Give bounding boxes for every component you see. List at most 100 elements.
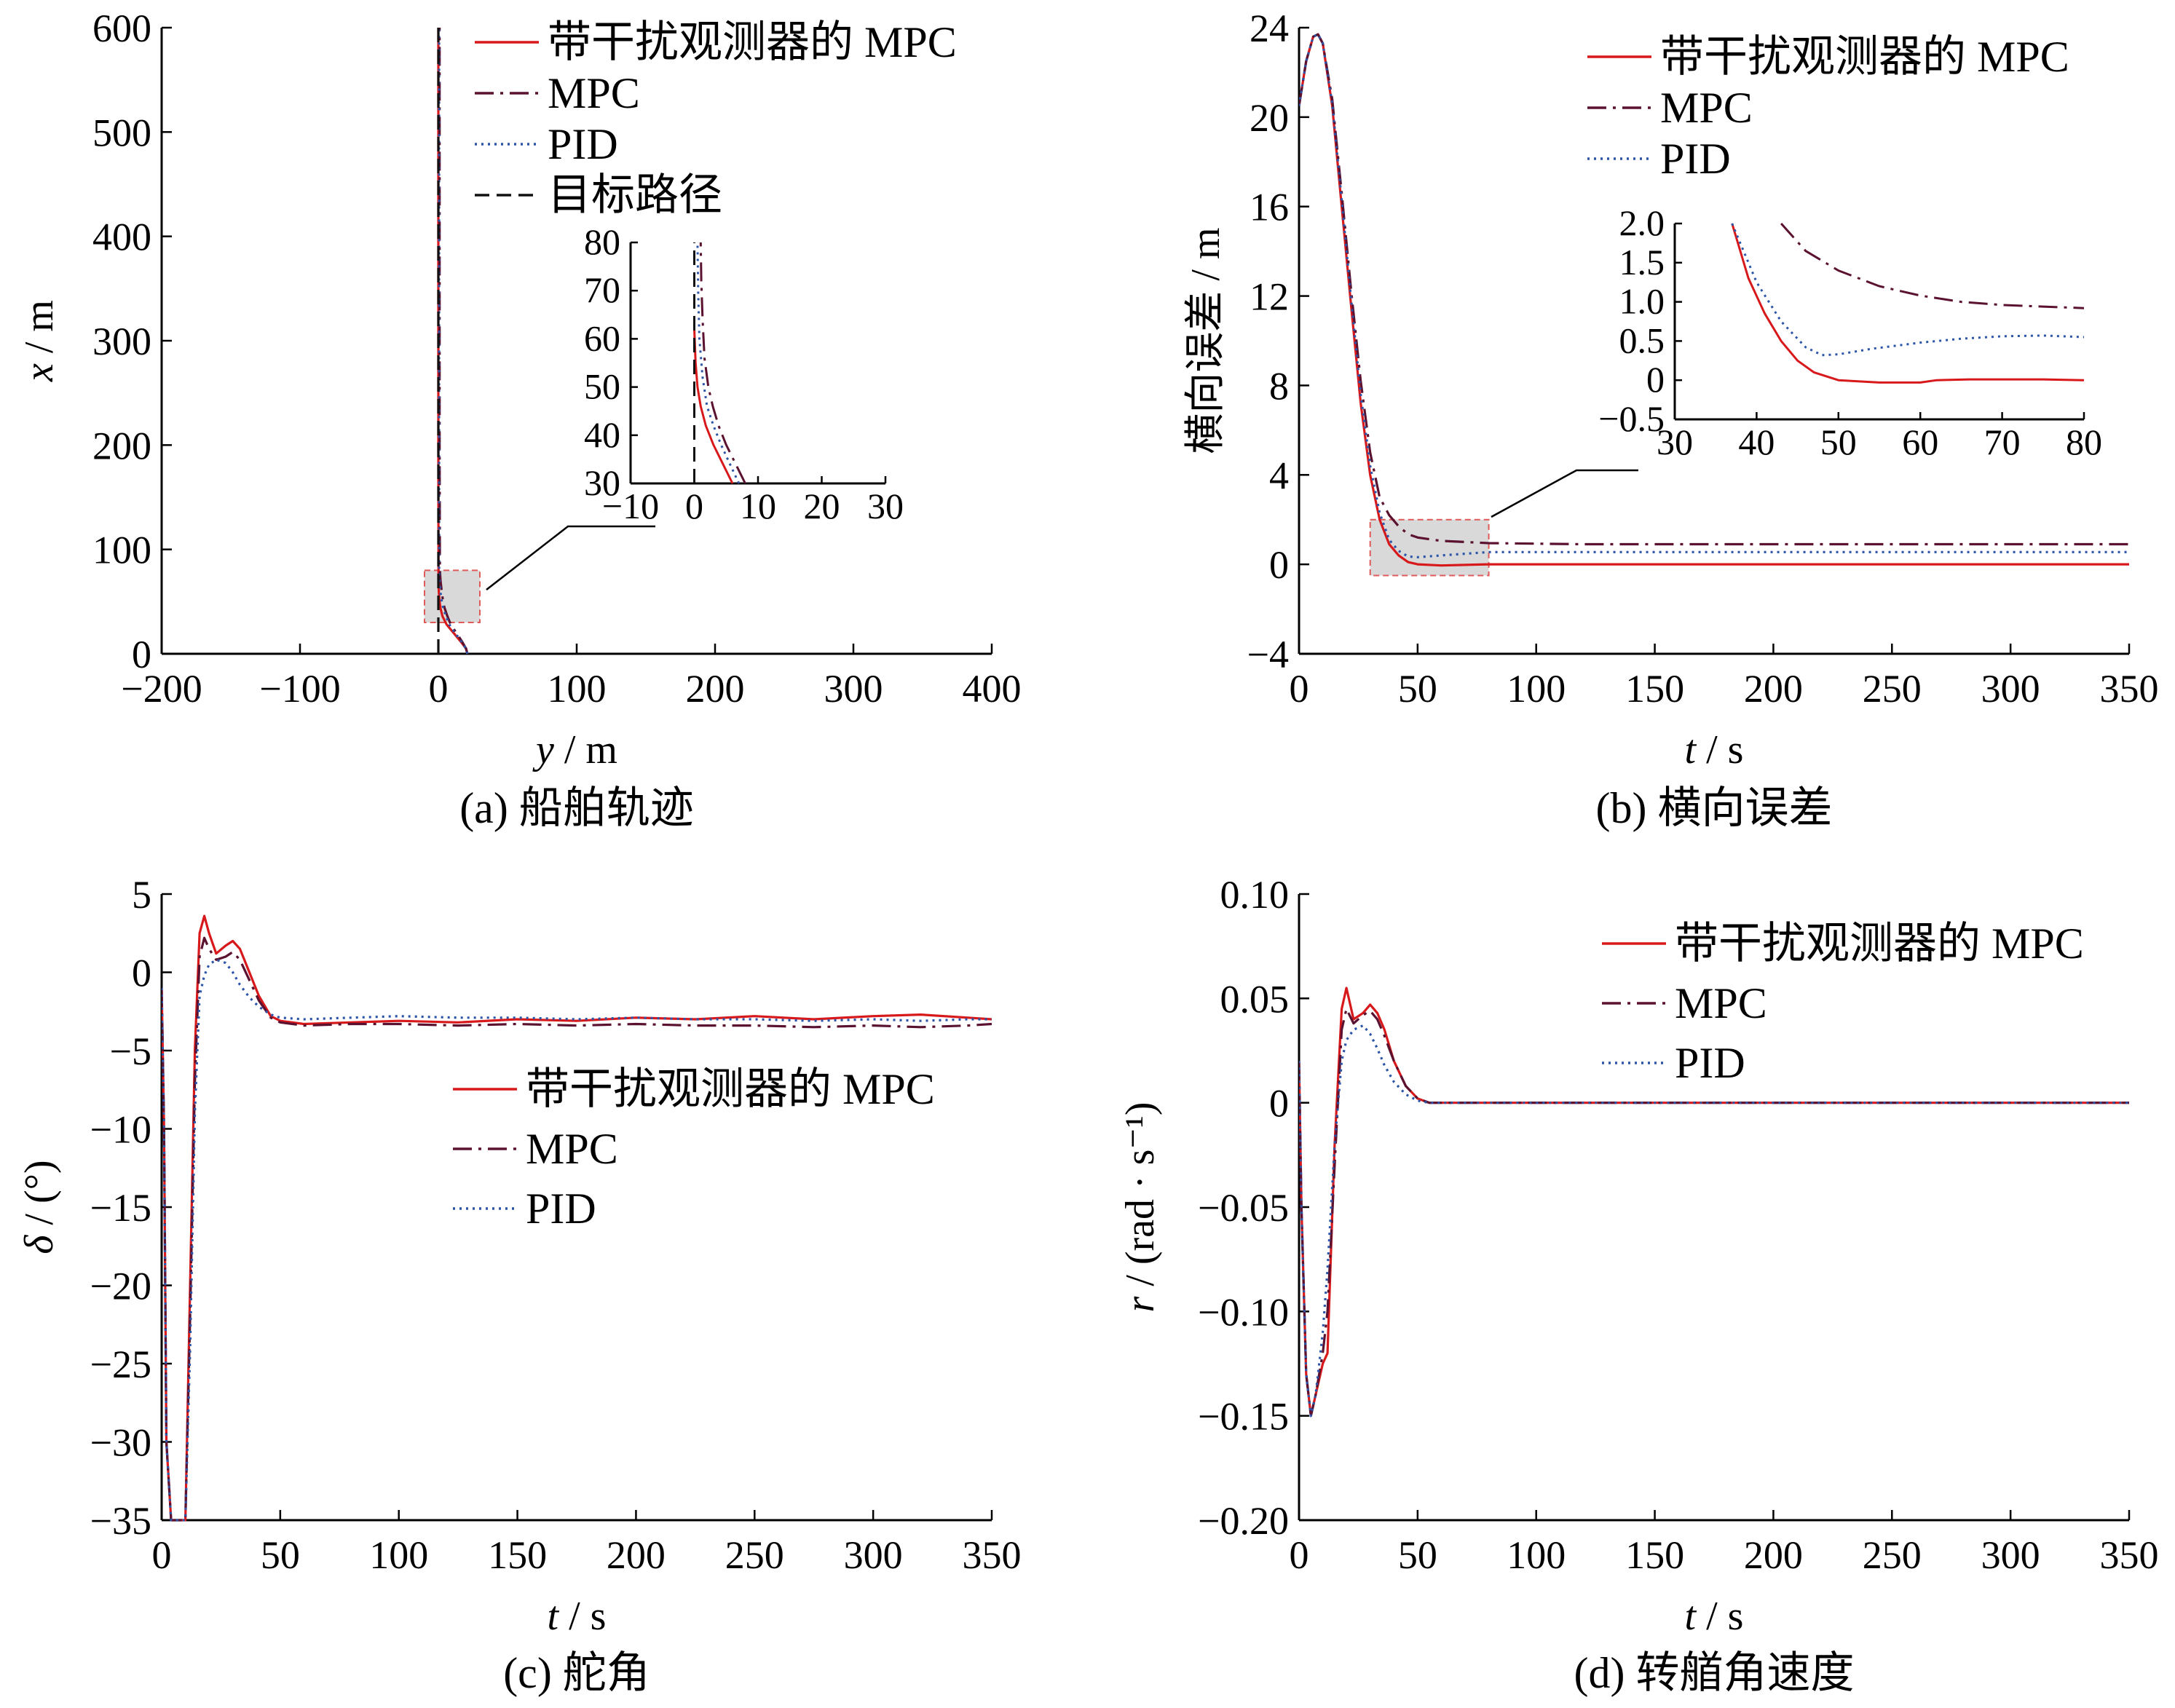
chart-a-y-tick-label-4: 400 <box>92 216 151 259</box>
chart-b-x-tick-label-4: 200 <box>1744 667 1803 711</box>
inset-leader-line <box>1491 469 1638 518</box>
inset-a-x-tick-label-3: 20 <box>804 486 840 526</box>
chart-c-y-tick-label-4: −15 <box>90 1186 151 1230</box>
chart-b-series-line-1 <box>1299 33 2129 546</box>
legend-label-3: 目标路径 <box>548 171 722 219</box>
inset-a-y-tick-label-0: 30 <box>584 462 620 503</box>
inset-a-y-tick-label-5: 80 <box>584 221 620 262</box>
chart-b-y-tick-label-3: 8 <box>1269 364 1289 408</box>
chart-d-y-tick-label-2: −0.10 <box>1198 1290 1289 1334</box>
inset-b-y-tick-label-4: 1.5 <box>1619 242 1665 282</box>
legend-label-1: MPC <box>526 1125 618 1173</box>
chart-b-y-tick-label-2: 4 <box>1269 454 1289 497</box>
chart-c-y-tick-label-0: −35 <box>90 1499 151 1543</box>
legend-label-2: PID <box>548 120 618 168</box>
inset-b-series-line-1 <box>1780 223 2084 309</box>
chart-c-x-tick-label-0: 0 <box>152 1533 172 1577</box>
legend-label-0: 带干扰观测器的 MPC <box>526 1065 935 1113</box>
chart-a-y-tick-label-0: 0 <box>132 633 151 676</box>
legend-label-1: MPC <box>1660 84 1753 132</box>
y-axis-label-d: r / (rad · s⁻¹) <box>1118 1102 1163 1313</box>
legend-label-0: 带干扰观测器的 MPC <box>548 18 957 66</box>
chart-d-y-tick-label-5: 0.05 <box>1220 977 1290 1021</box>
chart-b-y-tick-label-7: 24 <box>1250 7 1289 50</box>
chart-d-x-tick-label-4: 200 <box>1744 1533 1803 1577</box>
legend-label-1: MPC <box>1675 979 1767 1027</box>
inset-a-x-tick-label-4: 30 <box>867 486 904 526</box>
chart-c-x-tick-label-3: 150 <box>488 1533 547 1577</box>
inset-a-y-tick-label-4: 70 <box>584 269 620 310</box>
chart-c-series-line-0 <box>162 914 992 1522</box>
chart-d-x-tick-label-0: 0 <box>1290 1533 1309 1577</box>
chart-a-y-tick-label-2: 200 <box>92 424 151 467</box>
chart-a-x-tick-label-3: 100 <box>548 667 607 711</box>
chart-a-x-tick-label-6: 400 <box>963 667 1022 711</box>
inset-b-y-tick-label-5: 2.0 <box>1619 202 1665 243</box>
legend-label-0: 带干扰观测器的 MPC <box>1660 33 2069 81</box>
caption-d: (d) 转艏角速度 <box>1574 1649 1855 1697</box>
chart-a-x-tick-label-1: −100 <box>259 667 340 711</box>
chart-c-x-tick-label-2: 100 <box>369 1533 428 1577</box>
inset-a-x-tick-label-0: −10 <box>602 486 659 526</box>
chart-b-y-tick-label-6: 20 <box>1250 96 1289 140</box>
chart-a-x-tick-label-2: 0 <box>429 667 449 711</box>
inset-b-y-tick-label-1: 0 <box>1646 359 1665 400</box>
chart-c-y-tick-label-7: 0 <box>132 952 151 995</box>
legend-label-1: MPC <box>548 69 640 117</box>
chart-d-y-tick-label-4: 0 <box>1269 1082 1289 1126</box>
zoom-box-a <box>424 569 481 623</box>
chart-b-x-tick-label-2: 100 <box>1507 667 1566 711</box>
caption-b: (b) 横向误差 <box>1596 784 1833 832</box>
inset-background <box>631 242 885 483</box>
chart-a-y-tick-label-1: 100 <box>92 529 151 572</box>
chart-c-y-tick-label-5: −10 <box>90 1108 151 1152</box>
chart-d-series-line-2 <box>1299 1024 2129 1418</box>
chart-c-series-line-2 <box>162 958 992 1522</box>
inset-b-x-tick-label-4: 70 <box>1984 422 2021 462</box>
inset-a-series-line-1 <box>699 242 746 484</box>
chart-c-x-tick-label-4: 200 <box>607 1533 666 1577</box>
y-axis-label-c: δ / (°) <box>17 1160 62 1254</box>
y-axis-label-a: x / m <box>17 300 62 382</box>
chart-c-y-tick-label-6: −5 <box>110 1029 151 1073</box>
zoom-box-b <box>1369 518 1490 577</box>
x-axis-label-c: t / s <box>548 1594 607 1639</box>
legend-d: 带干扰观测器的 MPC MPC PID <box>1602 920 2084 1087</box>
chart-a-y-tick-label-3: 300 <box>92 320 151 363</box>
inset-b-x-tick-label-0: 30 <box>1657 422 1693 462</box>
chart-d-x-tick-label-5: 250 <box>1863 1533 1922 1577</box>
chart-b-y-tick-label-1: 0 <box>1269 543 1289 587</box>
legend-label-2: PID <box>526 1185 596 1233</box>
chart-b-x-tick-label-7: 350 <box>2100 667 2159 711</box>
chart-d-y-tick-label-1: −0.15 <box>1198 1395 1289 1439</box>
inset-a: −10 0 10 20 30 30 40 50 60 70 80 <box>486 221 904 590</box>
chart-b-y-tick-label-5: 16 <box>1250 186 1289 229</box>
inset-leader-line <box>486 525 655 590</box>
chart-d-y-tick-label-6: 0.10 <box>1220 873 1290 917</box>
caption-a: (a) 船舶轨迹 <box>459 784 694 832</box>
inset-b-y-tick-label-3: 1.0 <box>1619 281 1665 322</box>
x-axis-label-d: t / s <box>1685 1594 1744 1639</box>
chart-a: −200 −100 0 100 200 300 4000100200300400500600… <box>17 7 1022 832</box>
inset-b: 30 40 50 60 70 80 −0.500.51.01.52.0 <box>1491 202 2102 518</box>
legend-label-2: PID <box>1675 1039 1745 1087</box>
inset-a-x-tick-label-2: 10 <box>740 486 776 526</box>
chart-c: 0 50 100 150 200 250 300 350−35−30−25−20−15−10−… <box>17 873 1022 1697</box>
x-axis-label-b: t / s <box>1685 727 1744 772</box>
chart-b-y-tick-label-0: −4 <box>1247 633 1289 676</box>
chart-b-x-tick-label-5: 250 <box>1863 667 1922 711</box>
chart-c-y-tick-label-2: −25 <box>90 1343 151 1386</box>
chart-b-x-tick-label-1: 50 <box>1398 667 1437 711</box>
chart-c-x-tick-label-6: 300 <box>844 1533 903 1577</box>
inset-a-y-tick-label-3: 60 <box>584 317 620 358</box>
chart-b-x-tick-label-3: 150 <box>1625 667 1684 711</box>
inset-b-x-tick-label-5: 80 <box>2066 422 2102 462</box>
inset-a-series-line-2 <box>696 242 741 484</box>
chart-c-series-line-1 <box>162 936 992 1522</box>
chart-c-y-tick-label-3: −20 <box>90 1265 151 1308</box>
chart-d-y-tick-label-3: −0.05 <box>1198 1186 1289 1230</box>
y-axis-label-b: 横向误差 / m <box>1183 227 1228 454</box>
inset-a-x-tick-label-1: 0 <box>685 486 703 526</box>
chart-d-x-tick-label-2: 100 <box>1507 1533 1566 1577</box>
